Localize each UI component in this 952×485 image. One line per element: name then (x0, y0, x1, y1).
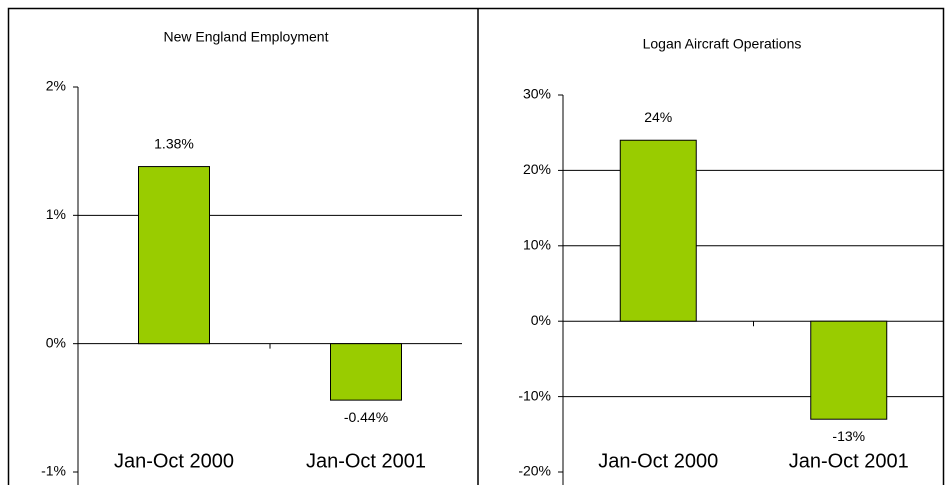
x-tick-label: Jan-Oct 2000 (114, 450, 234, 472)
bar (810, 320, 888, 420)
bar (138, 166, 210, 345)
x-tick-label: Jan-Oct 2001 (789, 450, 909, 472)
chart-title: Logan Aircraft Operations (643, 36, 802, 52)
y-tick-label: 20% (523, 161, 551, 177)
y-tick-label: 2% (46, 78, 66, 94)
data-label: 1.38% (154, 135, 194, 151)
data-label: -13% (832, 428, 865, 444)
data-label: -0.44% (344, 409, 388, 425)
bar (330, 343, 402, 401)
y-tick-label: 10% (523, 237, 551, 253)
y-tick-label: -20% (518, 463, 551, 479)
bar (619, 139, 697, 322)
outer-frame (7, 7, 945, 485)
y-tick-label: 30% (523, 86, 551, 102)
chart-title: New England Employment (164, 29, 329, 45)
x-tick-label: Jan-Oct 2000 (598, 450, 718, 472)
y-tick-label: -1% (41, 463, 66, 479)
y-tick-label: 0% (531, 312, 551, 328)
y-tick-label: 0% (46, 334, 66, 350)
y-tick-label: 1% (46, 206, 66, 222)
y-tick-label: -10% (518, 387, 551, 403)
x-tick-label: Jan-Oct 2001 (306, 450, 426, 472)
data-label: 24% (644, 109, 672, 125)
